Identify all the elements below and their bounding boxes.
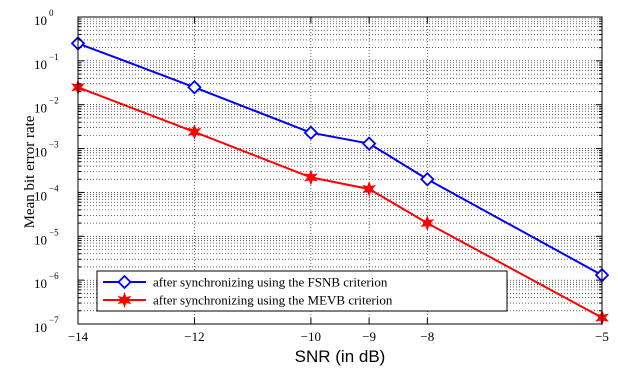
series-point	[187, 79, 202, 95]
series-point	[420, 215, 435, 232]
y-tick-label-base: 10	[34, 232, 47, 247]
x-tick-labels: −14 −12 −10 −9 −8 −5	[68, 329, 609, 344]
y-tick-label-exponent: −1	[49, 52, 59, 62]
legend-marker-mevb	[117, 292, 132, 308]
y-tick-label-exponent: −6	[49, 271, 59, 281]
y-tick-label-base: 10	[34, 13, 47, 28]
y-tick-label: 10 −3	[34, 140, 59, 160]
y-tick-label-exponent: −2	[49, 96, 59, 106]
series-line	[77, 42, 603, 277]
y-tick-label: 10 −7	[34, 315, 59, 335]
x-tick-label: −5	[595, 329, 609, 344]
series-line	[77, 86, 603, 319]
plot-frame	[77, 16, 603, 325]
y-tick-label-exponent: −7	[49, 315, 59, 325]
y-tick-label-base: 10	[34, 101, 47, 116]
x-tick-label: −9	[362, 329, 376, 344]
y-tick-label: 10 −1	[34, 52, 59, 72]
series-point	[303, 125, 319, 140]
y-tick-label: 10 0	[34, 8, 54, 28]
x-tick-label: −10	[301, 329, 321, 344]
y-tick-label-base: 10	[34, 188, 47, 203]
x-tick-label: −14	[68, 329, 89, 344]
legend-box	[96, 270, 508, 312]
series-point	[361, 136, 377, 151]
legend-marker-fsnb	[117, 274, 132, 290]
series-layer	[70, 36, 610, 326]
y-axis-label: Mean bit error rate	[22, 115, 38, 228]
y-tick-label: 10 −6	[34, 271, 59, 291]
series-point	[303, 169, 318, 186]
x-tick-label: −8	[420, 329, 434, 344]
y-tick-label: 10 −4	[34, 183, 59, 203]
y-tick-label-exponent: −4	[49, 183, 59, 193]
x-tick-label: −12	[184, 329, 204, 344]
y-tick-label-exponent: −3	[49, 140, 59, 150]
y-tick-label-exponent: 0	[49, 8, 54, 18]
x-axis-label: SNR (in dB)	[295, 347, 386, 366]
y-tick-label-exponent: −5	[49, 227, 59, 237]
legend-marker-shape	[117, 274, 132, 290]
y-tick-label-base: 10	[34, 276, 47, 291]
legend-label-mevb: after synchronizing using the MEVB crite…	[153, 293, 393, 308]
axis-ticks	[77, 16, 603, 325]
y-tick-label: 10 −5	[34, 227, 59, 247]
y-tick-label: 10 −2	[34, 96, 59, 116]
series-point	[362, 180, 377, 197]
series-point	[187, 123, 202, 140]
y-tick-label-base: 10	[34, 57, 47, 72]
legend: after synchronizing using the FSNB crite…	[96, 270, 508, 312]
legend-marker-shape	[117, 292, 132, 308]
y-tick-label-base: 10	[34, 320, 47, 335]
series-point	[420, 171, 435, 187]
y-tick-label-base: 10	[34, 145, 47, 160]
legend-label-fsnb: after synchronizing using the FSNB crite…	[153, 275, 388, 290]
